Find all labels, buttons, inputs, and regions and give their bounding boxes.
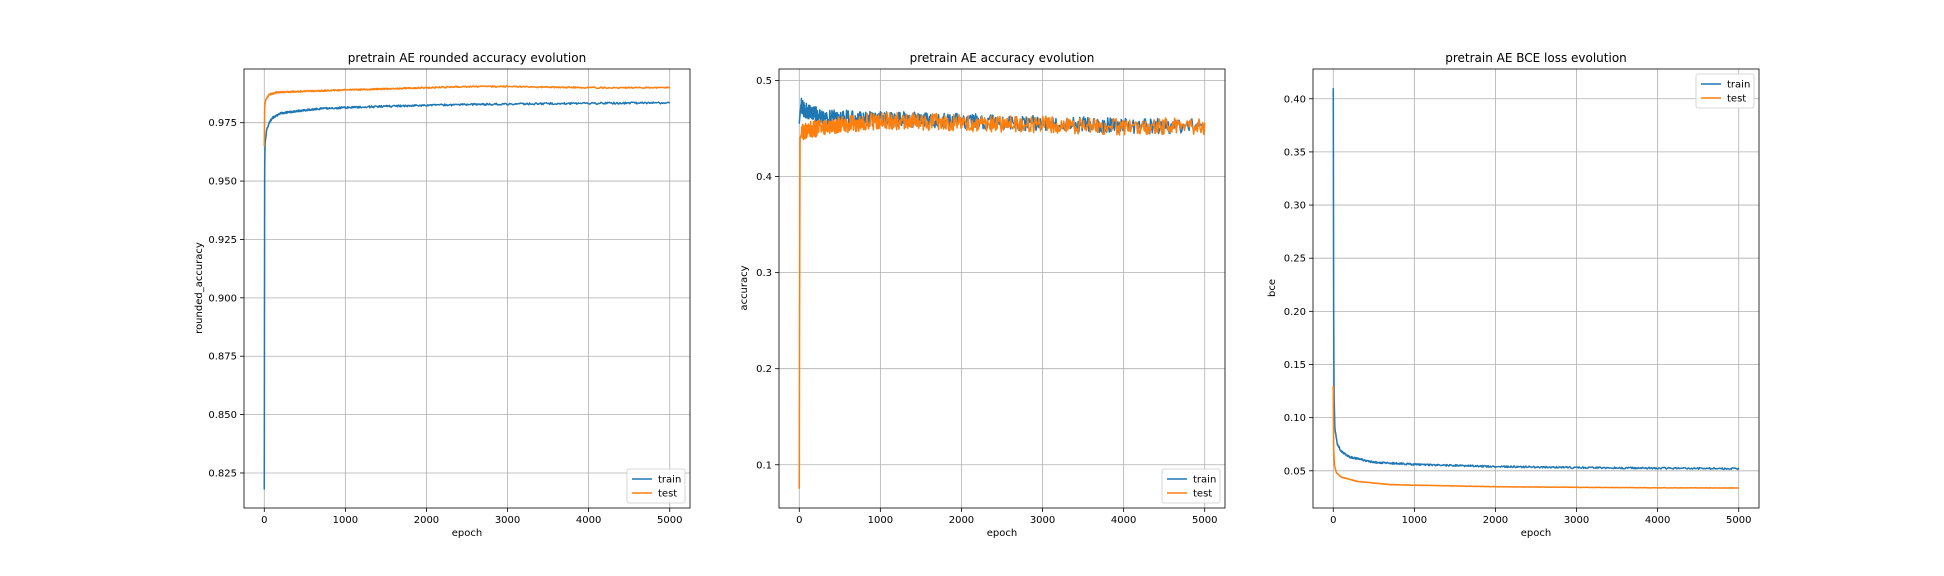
legend-label-test: test (1727, 94, 1746, 105)
subplot-accuracy: pretrain AE accuracy evolution 0 1000 2000… (739, 51, 1226, 539)
y-axis-label: accuracy (739, 265, 750, 310)
x-tick-label: 2000 (414, 515, 439, 526)
subplot-bce-loss: pretrain AE BCE loss evolution 0 1000 2000… (1267, 51, 1760, 539)
series-line-test (263, 85, 671, 147)
x-tick-label: 0 (1330, 515, 1336, 526)
y-tick-label: 0.35 (1284, 147, 1306, 158)
x-tick-label: 0 (796, 515, 802, 526)
y-tick-label: 0.850 (208, 410, 237, 421)
y-tick-label: 0.825 (208, 468, 237, 479)
x-tick-label: 3000 (1564, 515, 1589, 526)
y-tick-label: 0.20 (1284, 307, 1306, 318)
y-tick-label: 0.2 (756, 364, 772, 375)
x-tick-label: 2000 (949, 515, 974, 526)
x-tick-label: 3000 (495, 515, 520, 526)
y-tick-label: 0.950 (208, 177, 237, 188)
y-tick-label: 0.1 (756, 460, 772, 471)
y-tick-label: 0.40 (1284, 94, 1306, 105)
legend-label-test: test (1193, 489, 1212, 500)
series-line-train (1332, 88, 1740, 471)
y-axis-label: rounded_accuracy (194, 242, 205, 334)
legend-label-test: test (658, 489, 677, 500)
series-line-test (798, 111, 1206, 489)
y-tick-label: 0.05 (1284, 466, 1306, 477)
y-tick-label: 0.15 (1284, 360, 1306, 371)
x-tick-label: 1000 (1402, 515, 1427, 526)
y-tick-label: 0.3 (756, 268, 772, 279)
x-tick-label: 4000 (1111, 515, 1136, 526)
x-axis-label: epoch (987, 528, 1017, 539)
x-tick-label: 1000 (333, 515, 358, 526)
y-tick-label: 0.10 (1284, 413, 1306, 424)
x-tick-label: 4000 (1645, 515, 1670, 526)
y-tick-label: 0.25 (1284, 254, 1306, 265)
y-tick-label: 0.875 (208, 352, 237, 363)
y-tick-label: 0.30 (1284, 201, 1306, 212)
x-tick-label: 5000 (1726, 515, 1751, 526)
y-tick-label: 0.4 (756, 172, 772, 183)
axes-frame (778, 68, 1226, 509)
y-axis-label: bce (1267, 279, 1278, 297)
subplot-title: pretrain AE BCE loss evolution (1445, 51, 1627, 65)
legend-label-train: train (1193, 475, 1216, 486)
series-line-test (1332, 385, 1739, 489)
x-tick-label: 0 (261, 515, 267, 526)
legend: train test (1695, 73, 1755, 109)
y-tick-label: 0.925 (208, 235, 237, 246)
legend-label-train: train (1727, 80, 1750, 91)
legend: train test (626, 468, 686, 504)
legend-box (1695, 73, 1755, 109)
y-tick-label: 0.5 (756, 76, 772, 87)
subplot-rounded-accuracy: pretrain AE rounded accuracy evolution 0… (194, 51, 691, 539)
x-tick-label: 1000 (868, 515, 893, 526)
y-tick-label: 0.975 (208, 118, 237, 129)
y-tick-label: 0.900 (208, 293, 237, 304)
legend-box (626, 468, 686, 504)
x-axis-label: epoch (452, 528, 482, 539)
x-tick-label: 4000 (576, 515, 601, 526)
x-tick-label: 5000 (657, 515, 682, 526)
axes-frame (243, 68, 691, 509)
x-tick-label: 3000 (1030, 515, 1055, 526)
axes-frame (1312, 68, 1760, 509)
legend-label-train: train (658, 475, 681, 486)
legend-box (1161, 468, 1221, 504)
subplot-title: pretrain AE accuracy evolution (910, 51, 1095, 65)
x-tick-label: 5000 (1192, 515, 1217, 526)
legend: train test (1161, 468, 1221, 504)
x-axis-label: epoch (1521, 528, 1551, 539)
subplot-title: pretrain AE rounded accuracy evolution (348, 51, 586, 65)
series-line-train (263, 101, 671, 490)
x-tick-label: 2000 (1483, 515, 1508, 526)
